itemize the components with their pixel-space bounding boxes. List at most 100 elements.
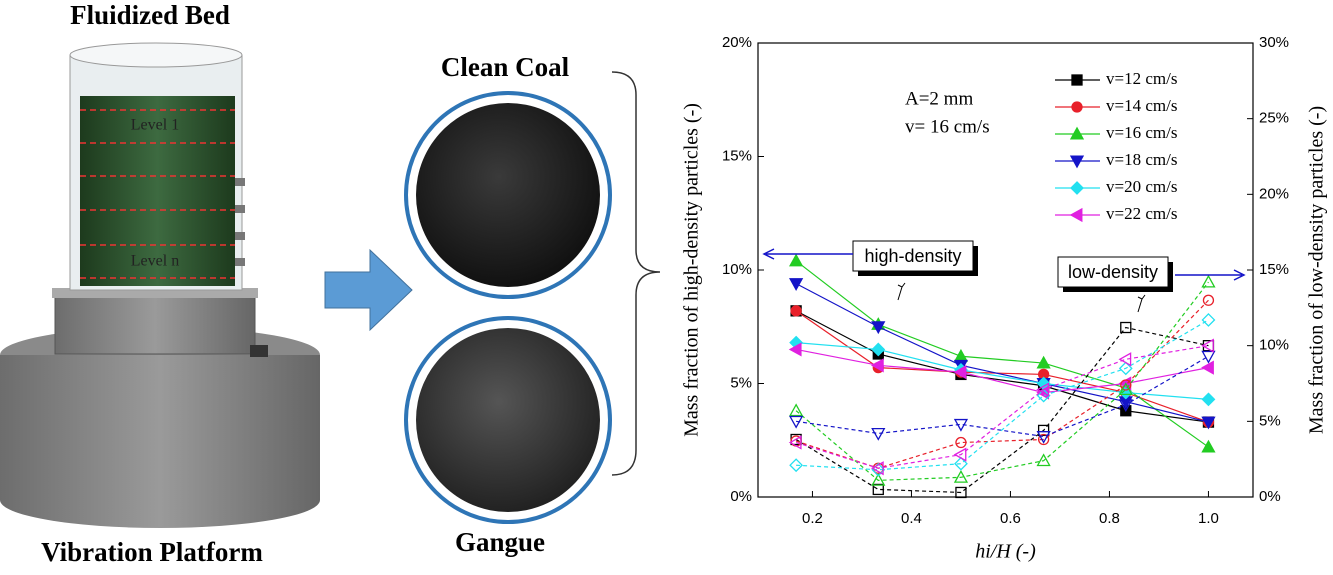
legend-label: v=22 cm/s: [1106, 204, 1177, 223]
y2-tick-label: 0%: [1259, 488, 1281, 505]
marker: [1120, 379, 1132, 391]
y2-tick-label: 30%: [1259, 34, 1289, 51]
marker: [1201, 274, 1216, 288]
marker: [870, 358, 884, 373]
x-tick-label: 0.8: [1099, 510, 1120, 527]
process-arrow: [324, 248, 413, 332]
series-line: [796, 342, 1209, 400]
axis-arrow: [1175, 269, 1246, 281]
marker: [1120, 321, 1132, 334]
marker: [871, 321, 886, 335]
marker: [1201, 392, 1216, 407]
marker: [1118, 352, 1132, 367]
axis-arrow: [762, 248, 853, 260]
legend-label: v=14 cm/s: [1106, 96, 1177, 115]
cylinder-top: [69, 42, 243, 68]
gangue-label: Gangue: [455, 527, 545, 557]
y-tick-label: 20%: [722, 34, 752, 51]
legend-label: v=16 cm/s: [1106, 123, 1177, 142]
series-line: [796, 355, 1209, 438]
marker: [1201, 338, 1214, 353]
series-line: [795, 283, 1209, 423]
legend-marker: [1069, 126, 1085, 140]
pointer: [1137, 294, 1146, 313]
marker: [789, 458, 804, 473]
y2-axis-label: Mass fraction of low-density particles (…: [1306, 106, 1328, 434]
marker: [871, 342, 886, 357]
legend-marker: [1070, 181, 1084, 195]
legend-marker: [1071, 74, 1083, 86]
platform: [0, 355, 320, 528]
marker: [1036, 355, 1051, 369]
series-line: [795, 345, 1209, 469]
knob: [250, 345, 268, 357]
x-tick-label: 0.6: [1000, 510, 1021, 527]
marker: [1201, 416, 1216, 430]
marker: [788, 342, 802, 357]
chart: 0% 5% 10% 15% 20% 0% 5% 10% 15% 20% 25% 30% 0.2 0.4 0.…: [681, 34, 1328, 563]
marker: [789, 403, 804, 417]
marker: [1201, 350, 1216, 364]
marker: [955, 436, 967, 449]
label-box: [852, 240, 974, 272]
marker: [1201, 439, 1216, 453]
series-line: [795, 299, 1209, 469]
marker: [790, 305, 802, 317]
clean-label: Clean Coal: [441, 52, 570, 82]
y2-tick-label: 15%: [1259, 261, 1289, 278]
marker: [955, 486, 967, 499]
annotation: A=2 mm: [905, 88, 973, 109]
level-label: Level 1: [131, 117, 179, 134]
marker: [788, 435, 802, 450]
y-tick-label: 15%: [722, 147, 752, 164]
marker: [872, 483, 884, 496]
brace: [611, 71, 661, 476]
pointer: [897, 282, 906, 301]
annotation: high-density: [864, 246, 961, 266]
marker: [1118, 382, 1133, 396]
marker: [1118, 399, 1133, 413]
marker: [953, 365, 967, 380]
series-line: [796, 319, 1209, 471]
y2-tick-label: 10%: [1259, 337, 1289, 354]
bed-title: Fluidized Bed: [70, 0, 230, 30]
label-box: [1057, 256, 1169, 288]
marker: [953, 348, 969, 362]
series-line: [795, 310, 1209, 423]
x-tick-label: 1.0: [1198, 510, 1219, 527]
legend-marker: [1071, 101, 1083, 113]
y2-tick-label: 5%: [1259, 412, 1281, 429]
y2-tick-label: 25%: [1259, 110, 1289, 127]
series-line: [795, 260, 1209, 448]
legend-marker: [1069, 155, 1085, 169]
clean-coal: [416, 103, 600, 287]
marker: [871, 427, 886, 441]
y2-tick-label: 20%: [1259, 185, 1289, 202]
series-line: [795, 281, 1209, 481]
marker: [953, 447, 967, 462]
legend-label: v=12 cm/s: [1106, 69, 1177, 88]
ports: [235, 178, 245, 266]
marker: [1036, 388, 1051, 403]
marker: [789, 415, 804, 429]
marker: [953, 469, 969, 483]
plot-frame: [757, 42, 1254, 498]
marker: [1201, 313, 1216, 327]
marker: [870, 461, 884, 476]
legend-label: v=18 cm/s: [1106, 150, 1177, 169]
marker: [1036, 382, 1050, 397]
marker: [1037, 424, 1050, 437]
annotation: v= 16 cm/s: [905, 116, 990, 137]
legend-marker: [1069, 207, 1083, 223]
legend-label: v=20 cm/s: [1106, 177, 1177, 196]
marker: [1036, 453, 1051, 467]
marker: [789, 253, 804, 267]
x-tick-label: 0.2: [802, 510, 823, 527]
stand: [54, 291, 256, 355]
y-tick-label: 5%: [730, 374, 752, 391]
level-label: Level n: [131, 253, 179, 270]
marker: [871, 473, 886, 486]
marker: [953, 418, 969, 432]
series-line: [795, 326, 1209, 494]
